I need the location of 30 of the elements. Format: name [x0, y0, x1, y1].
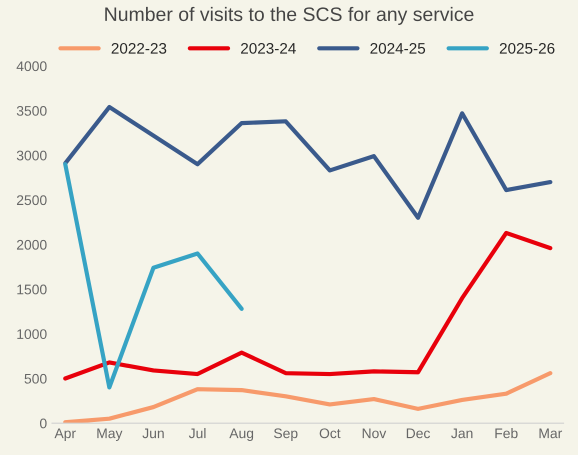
x-tick-label: Aug: [229, 428, 254, 441]
x-tick-label: Jun: [142, 428, 164, 438]
y-tick-label: 3500: [16, 106, 47, 116]
y-tick-label: 3000: [16, 150, 47, 160]
y-tick-label: 2000: [16, 240, 47, 250]
legend-label: 2022-23: [112, 42, 166, 54]
x-tick-label: Oct: [320, 428, 341, 438]
y-tick-label: 2500: [16, 195, 47, 206]
x-tick-label: May: [97, 428, 122, 441]
x-tick-label: Jul: [188, 428, 206, 438]
y-tick-label: 500: [24, 374, 47, 384]
line-series: [63, 162, 244, 390]
y-tick-label: 1000: [17, 329, 47, 340]
y-tick-label: 1500: [17, 284, 47, 294]
legend-label: 2024-25: [370, 42, 426, 54]
y-tick-label: 0: [40, 418, 47, 428]
x-tick-label: Mar: [540, 428, 562, 438]
line-series: [63, 104, 552, 220]
x-tick-label: Feb: [495, 428, 518, 438]
x-tick-label: Apr: [54, 428, 76, 441]
line-series: [63, 371, 552, 424]
x-tick-label: Jan: [451, 428, 472, 438]
y-tick-label: 4000: [16, 61, 47, 72]
x-tick-label: Dec: [406, 428, 430, 438]
legend-label: 2023-24: [241, 42, 296, 54]
line-series: [63, 230, 552, 381]
chart-title: Number of visits to the SCS for any service: [105, 6, 474, 25]
x-tick-label: Sep: [274, 428, 298, 441]
x-tick-label: Nov: [362, 428, 386, 438]
legend-label: 2025-26: [500, 42, 554, 54]
